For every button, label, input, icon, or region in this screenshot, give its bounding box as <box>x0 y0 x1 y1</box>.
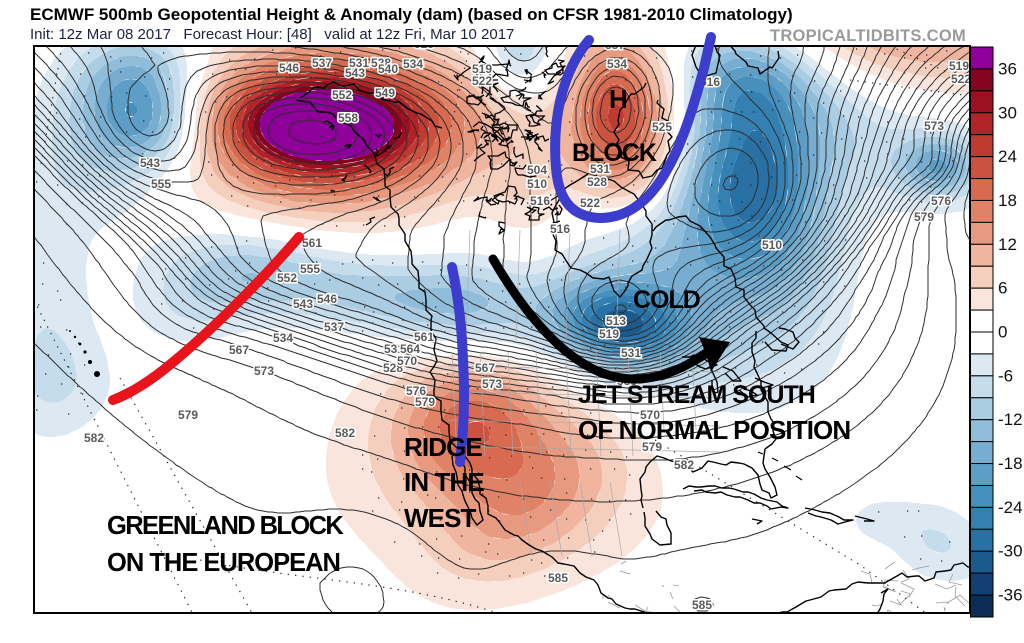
svg-text:579: 579 <box>642 440 662 454</box>
svg-text:567: 567 <box>475 361 495 375</box>
svg-text:585: 585 <box>548 571 568 585</box>
svg-text:576: 576 <box>406 384 426 398</box>
svg-text:543: 543 <box>293 297 313 311</box>
svg-text:585: 585 <box>692 598 712 612</box>
svg-text:546: 546 <box>317 292 337 306</box>
svg-text:522: 522 <box>951 72 971 86</box>
svg-text:567: 567 <box>229 343 249 357</box>
svg-text:516: 516 <box>550 222 570 236</box>
svg-text:-18: -18 <box>998 454 1023 473</box>
svg-text:537: 537 <box>605 38 625 52</box>
svg-text:552: 552 <box>277 271 297 285</box>
svg-text:531: 531 <box>384 342 404 356</box>
svg-text:-30: -30 <box>998 542 1023 561</box>
svg-text:564: 564 <box>400 342 420 356</box>
svg-text:24: 24 <box>998 147 1017 166</box>
svg-text:519: 519 <box>599 327 619 341</box>
svg-text:579: 579 <box>415 395 435 409</box>
svg-text:6: 6 <box>998 279 1007 298</box>
svg-text:582: 582 <box>674 458 694 472</box>
svg-text:COLD: COLD <box>633 286 700 314</box>
svg-text:555: 555 <box>151 177 171 191</box>
svg-text:582: 582 <box>335 426 355 440</box>
svg-text:558: 558 <box>338 111 358 125</box>
svg-text:12: 12 <box>998 235 1017 254</box>
svg-text:531: 531 <box>621 346 641 360</box>
svg-text:537: 537 <box>324 320 344 334</box>
svg-text:540: 540 <box>378 62 398 76</box>
svg-text:555: 555 <box>300 262 320 276</box>
svg-text:510: 510 <box>527 177 547 191</box>
svg-text:GREENLAND BLOCK: GREENLAND BLOCK <box>107 512 344 540</box>
svg-text:570: 570 <box>640 408 660 422</box>
svg-text:528: 528 <box>371 56 391 70</box>
svg-text:531: 531 <box>349 56 369 70</box>
svg-text:-12: -12 <box>998 410 1023 429</box>
svg-text:546: 546 <box>279 61 299 75</box>
svg-text:579: 579 <box>914 210 934 224</box>
svg-text:IN THE: IN THE <box>404 467 484 497</box>
svg-text:552: 552 <box>332 88 352 102</box>
svg-text:549: 549 <box>375 86 395 100</box>
svg-text:RIDGE: RIDGE <box>404 432 482 462</box>
svg-text:528: 528 <box>587 175 607 189</box>
svg-text:525: 525 <box>652 120 672 134</box>
svg-text:-36: -36 <box>998 586 1023 605</box>
svg-text:582: 582 <box>84 431 104 445</box>
svg-text:543: 543 <box>140 156 160 170</box>
svg-text:-6: -6 <box>998 366 1013 385</box>
svg-text:522: 522 <box>580 196 600 210</box>
svg-text:573: 573 <box>482 377 502 391</box>
svg-text:522: 522 <box>472 74 492 88</box>
svg-text:561: 561 <box>302 236 322 250</box>
svg-text:510: 510 <box>762 238 782 252</box>
svg-text:JET STREAM SOUTH: JET STREAM SOUTH <box>578 381 815 409</box>
svg-text:30: 30 <box>998 103 1017 122</box>
svg-text:534: 534 <box>273 331 293 345</box>
svg-text:531: 531 <box>590 162 610 176</box>
svg-text:H: H <box>609 84 628 114</box>
svg-text:573: 573 <box>254 364 274 378</box>
svg-text:519: 519 <box>472 62 492 76</box>
svg-text:WEST: WEST <box>404 503 477 533</box>
svg-text:579: 579 <box>178 408 198 422</box>
svg-text:BLOCK: BLOCK <box>572 139 657 167</box>
svg-text:537: 537 <box>312 56 332 70</box>
svg-text:-24: -24 <box>998 498 1023 517</box>
svg-text:570: 570 <box>397 354 417 368</box>
svg-text:525: 525 <box>414 37 434 51</box>
svg-text:573: 573 <box>924 119 944 133</box>
svg-text:576: 576 <box>931 194 951 208</box>
svg-text:18: 18 <box>998 191 1017 210</box>
svg-text:519: 519 <box>949 59 969 73</box>
svg-text:528: 528 <box>383 361 403 375</box>
svg-text:504: 504 <box>527 163 547 177</box>
svg-text:ON THE EUROPEAN: ON THE EUROPEAN <box>107 549 340 577</box>
svg-text:513: 513 <box>606 314 626 328</box>
svg-text:0: 0 <box>998 323 1007 342</box>
svg-text:516: 516 <box>530 194 550 208</box>
svg-text:OF NORMAL POSITION: OF NORMAL POSITION <box>578 415 850 445</box>
svg-text:36: 36 <box>998 59 1017 78</box>
svg-text:543: 543 <box>345 66 365 80</box>
svg-text:TROPICALTIDBITS.COM: TROPICALTIDBITS.COM <box>770 27 966 45</box>
svg-text:534: 534 <box>607 57 627 71</box>
svg-text:561: 561 <box>414 330 434 344</box>
svg-text:534: 534 <box>403 57 423 71</box>
